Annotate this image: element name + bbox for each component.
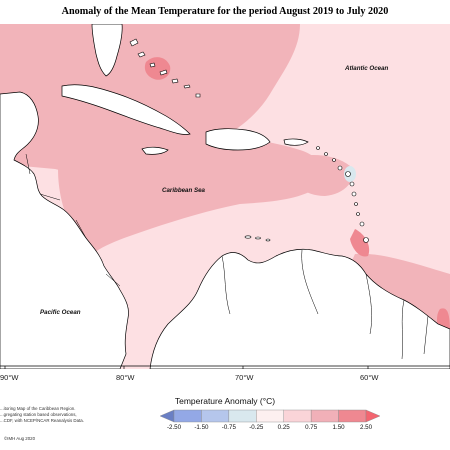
lon-label-60w: 60°W — [360, 373, 379, 382]
lon-ticks — [4, 366, 369, 369]
legend-tick-label: 2.50 — [359, 424, 373, 431]
color-legend — [159, 409, 381, 423]
legend-title: Temperature Anomaly (°C) — [174, 396, 276, 406]
country-borders — [25, 153, 429, 360]
legend-cell — [201, 409, 230, 423]
legend-cell — [365, 409, 381, 423]
anomaly-map: Atlantic Ocean Caribbean Sea Pacific Oce… — [0, 24, 450, 369]
land-hispaniola — [205, 128, 271, 151]
anomaly-hotspot-trinidad — [350, 229, 370, 257]
legend-cell — [310, 409, 339, 423]
lon-label-90w: 90°W — [0, 373, 19, 382]
credit-line-3: ...CDF, with NCEP/NCAR Reanalysis Data. — [0, 418, 84, 423]
credit-line-2: ...gregating station based observations, — [0, 412, 77, 417]
legend-tick-label: -0.25 — [249, 424, 264, 431]
legend-cell — [159, 409, 175, 423]
land-abc-islands — [244, 235, 271, 242]
anomaly-zone-east — [285, 154, 353, 196]
land-cuba — [61, 84, 191, 135]
land-florida — [91, 24, 123, 77]
lon-label-80w: 80°W — [116, 373, 135, 382]
legend-tick-label: -1.50 — [194, 424, 209, 431]
credit-line-1: ...itoring Map of the Caribbean Region. — [0, 406, 76, 411]
land-jamaica — [141, 146, 169, 155]
land-central-america — [0, 91, 129, 369]
legend-cell — [338, 409, 367, 423]
legend-tick-label: 0.25 — [277, 424, 290, 431]
label-pacific-ocean: Pacific Ocean — [40, 309, 81, 316]
legend-tick-label: 1.50 — [332, 424, 345, 431]
map-title: Anomaly of the Mean Temperature for the … — [61, 6, 389, 17]
legend-tick-label: -0.75 — [221, 424, 236, 431]
label-atlantic-ocean: Atlantic Ocean — [344, 65, 389, 72]
legend-cell — [256, 409, 284, 423]
legend-cell — [228, 409, 257, 423]
land-bahamas — [129, 38, 201, 98]
land-puerto-rico — [283, 138, 309, 146]
legend-cell — [173, 409, 202, 423]
legend-cell — [283, 409, 312, 423]
lon-label-70w: 70°W — [235, 373, 254, 382]
anomaly-zone-caribbean — [58, 134, 324, 253]
credit-copyright: ©IMH Aug 2020 — [4, 436, 36, 441]
legend-tick-label: -2.50 — [166, 424, 182, 431]
legend-tick-label: 0.75 — [305, 424, 318, 431]
label-caribbean-sea: Caribbean Sea — [162, 187, 206, 194]
land-lesser-antilles — [316, 146, 369, 243]
